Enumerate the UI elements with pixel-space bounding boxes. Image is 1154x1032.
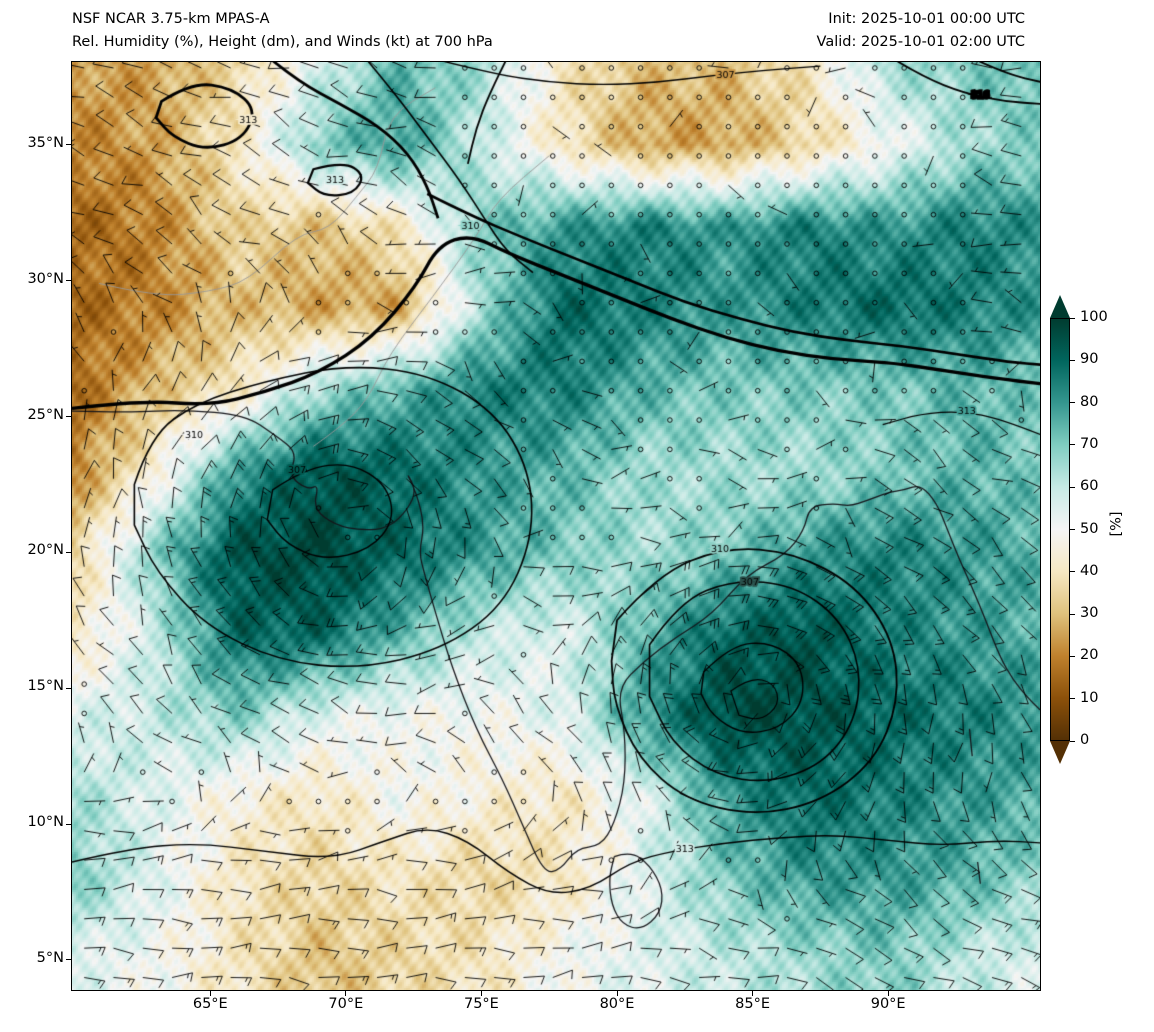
y-tick-label: 15°N — [27, 678, 64, 695]
x-tick-mark — [616, 991, 618, 996]
colorbar-tick-mark — [1070, 740, 1075, 742]
colorbar-tick-mark — [1070, 613, 1075, 615]
colorbar-tick-label: 30 — [1080, 605, 1099, 622]
colorbar-tick-label: 0 — [1080, 732, 1090, 748]
colorbar-tick-label: 100 — [1080, 309, 1108, 325]
colorbar-tick-mark — [1070, 444, 1075, 446]
y-tick-label: 5°N — [36, 949, 64, 966]
colorbar-tick-label: 60 — [1080, 478, 1099, 495]
valid-time: Valid: 2025-10-01 02:00 UTC — [816, 34, 1025, 50]
y-tick-label: 30°N — [27, 270, 64, 287]
colorbar-tick-mark — [1070, 359, 1075, 361]
x-tick-mark — [345, 991, 347, 996]
x-tick-label: 65°E — [192, 996, 228, 1012]
y-tick-label: 35°N — [27, 134, 64, 151]
colorbar-tick-label: 50 — [1080, 520, 1099, 537]
page-title: NSF NCAR 3.75-km MPAS-A — [72, 11, 270, 27]
y-tick-mark — [66, 959, 71, 961]
x-tick-mark — [480, 991, 482, 996]
y-tick-mark — [66, 280, 71, 282]
x-tick-label: 90°E — [870, 996, 906, 1012]
colorbar-tick-label: 40 — [1080, 562, 1099, 579]
colorbar-tick-mark — [1070, 529, 1075, 530]
x-tick-label: 85°E — [735, 996, 771, 1012]
y-tick-mark — [66, 416, 71, 418]
x-tick-mark — [209, 991, 211, 996]
colorbar-tick-mark — [1070, 655, 1075, 657]
subtitle: Rel. Humidity (%), Height (dm), and Wind… — [72, 34, 493, 50]
colorbar-extend-top — [1050, 295, 1070, 318]
colorbar-tick-label: 80 — [1080, 393, 1099, 410]
colorbar-tick-mark — [1070, 402, 1075, 404]
x-tick-label: 70°E — [328, 996, 364, 1012]
x-tick-label: 75°E — [463, 996, 499, 1012]
init-time: Init: 2025-10-01 00:00 UTC — [828, 11, 1025, 27]
colorbar-label: [%] — [1108, 511, 1125, 537]
colorbar-tick-mark — [1070, 317, 1075, 319]
y-tick-mark — [66, 823, 71, 825]
colorbar-tick-mark — [1070, 571, 1075, 573]
colorbar — [1050, 318, 1070, 741]
x-tick-mark — [752, 991, 754, 996]
map-axes — [71, 61, 1041, 991]
colorbar-tick-mark — [1070, 698, 1075, 700]
y-tick-mark — [66, 144, 71, 146]
colorbar-tick-mark — [1070, 486, 1075, 488]
humidity-map-canvas — [72, 62, 1040, 990]
y-tick-mark — [66, 687, 71, 689]
y-tick-label: 20°N — [27, 542, 64, 559]
y-tick-label: 25°N — [27, 406, 64, 423]
x-tick-mark — [887, 991, 889, 996]
x-tick-label: 80°E — [599, 996, 635, 1012]
colorbar-tick-label: 70 — [1080, 435, 1099, 452]
colorbar-extend-bottom — [1050, 741, 1070, 764]
y-tick-mark — [66, 551, 71, 553]
colorbar-tick-label: 10 — [1080, 689, 1099, 706]
colorbar-tick-label: 90 — [1080, 351, 1099, 368]
colorbar-tick-label: 20 — [1080, 647, 1099, 664]
y-tick-label: 10°N — [27, 814, 64, 830]
